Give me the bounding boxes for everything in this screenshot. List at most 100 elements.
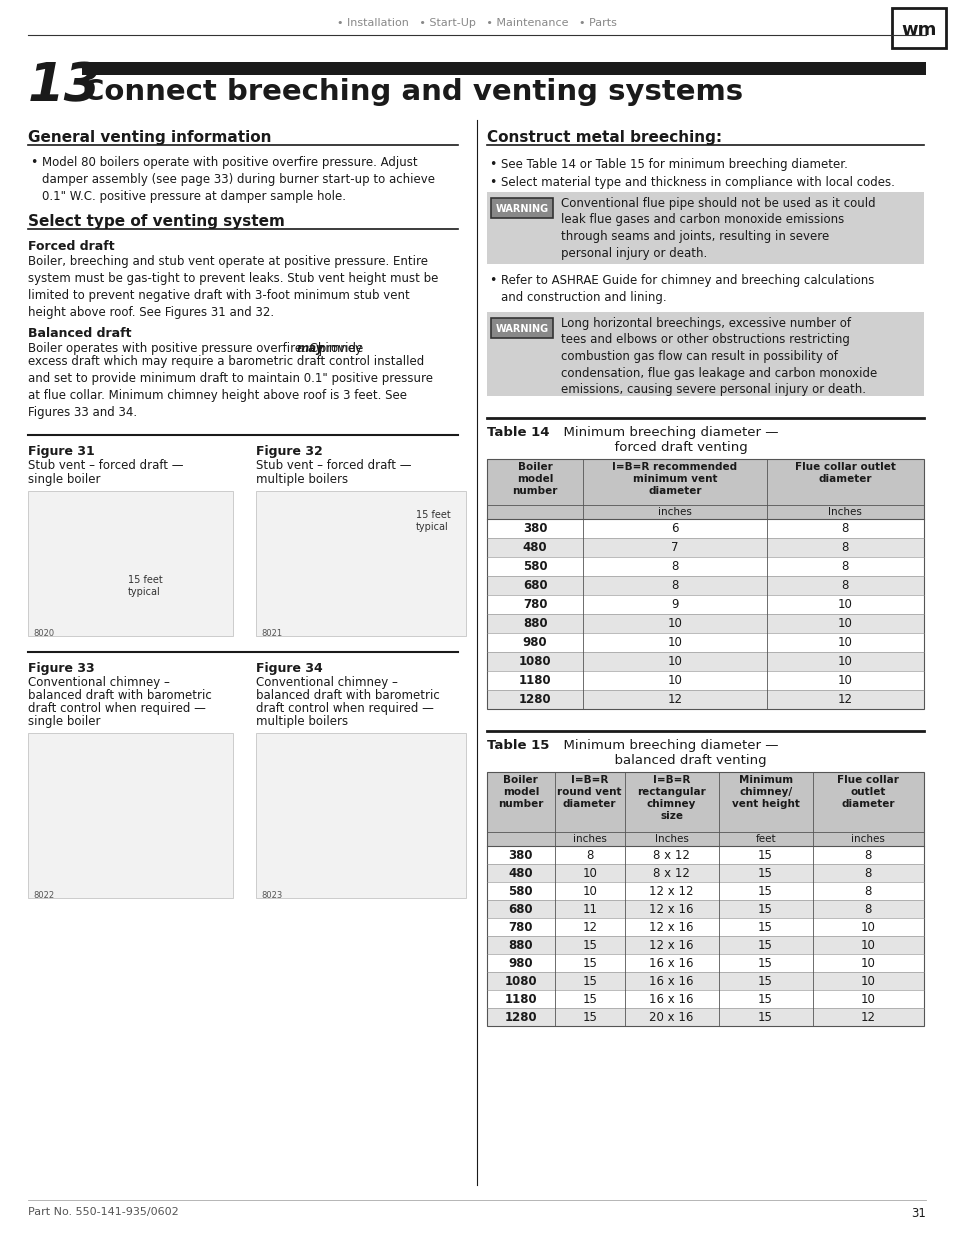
Bar	[486, 936, 923, 953]
Text: Select material type and thickness in compliance with local codes.: Select material type and thickness in co…	[500, 177, 894, 189]
Bar	[491, 198, 553, 219]
Text: •: •	[489, 274, 496, 287]
Text: 780: 780	[508, 921, 533, 934]
Text: Construct metal breeching:: Construct metal breeching:	[486, 130, 721, 144]
Text: Figure 32: Figure 32	[255, 445, 322, 458]
Text: 15: 15	[758, 939, 772, 952]
Text: Boiler operates with positive pressure overfire. Chimney: Boiler operates with positive pressure o…	[28, 342, 365, 354]
Text: 9: 9	[671, 598, 678, 611]
Text: Select type of venting system: Select type of venting system	[28, 214, 285, 228]
Text: Boiler
model
number: Boiler model number	[497, 776, 543, 809]
Bar	[486, 918, 923, 936]
Text: Flue collar outlet
diameter: Flue collar outlet diameter	[794, 462, 895, 484]
Text: Minimum
chimney/
vent height: Minimum chimney/ vent height	[731, 776, 799, 809]
Text: 8: 8	[863, 867, 871, 881]
Bar	[486, 652, 923, 671]
Text: 15: 15	[758, 921, 772, 934]
Text: Figure 31: Figure 31	[28, 445, 94, 458]
Bar	[486, 990, 923, 1008]
Text: 8: 8	[841, 541, 848, 555]
Text: 10: 10	[667, 618, 681, 630]
Text: 16 x 16: 16 x 16	[649, 957, 693, 969]
Text: 8020: 8020	[33, 629, 54, 638]
Text: 1080: 1080	[518, 655, 551, 668]
Text: excess draft which may require a barometric draft control installed
and set to p: excess draft which may require a baromet…	[28, 354, 433, 419]
Text: 10: 10	[667, 674, 681, 687]
Text: 10: 10	[860, 974, 875, 988]
Text: 10: 10	[581, 867, 597, 881]
Text: 380: 380	[522, 522, 547, 535]
Text: • Installation   • Start-Up   • Maintenance   • Parts: • Installation • Start-Up • Maintenance …	[336, 19, 617, 28]
Text: balanced draft venting: balanced draft venting	[555, 755, 766, 767]
Text: 10: 10	[667, 655, 681, 668]
Text: feet: feet	[755, 834, 775, 844]
Text: 8 x 12: 8 x 12	[653, 867, 689, 881]
Text: 880: 880	[522, 618, 547, 630]
Bar	[82, 62, 925, 75]
Bar	[255, 492, 465, 636]
Text: 380: 380	[508, 848, 533, 862]
Text: 10: 10	[860, 993, 875, 1007]
Text: 11: 11	[581, 903, 597, 916]
Bar	[486, 459, 923, 505]
Bar	[486, 191, 923, 264]
Text: Long horizontal breechings, excessive number of
tees and elbows or other obstruc: Long horizontal breechings, excessive nu…	[560, 317, 877, 396]
Bar	[486, 900, 923, 918]
Bar	[28, 492, 233, 636]
Text: 8: 8	[863, 903, 871, 916]
Text: Table 15: Table 15	[486, 739, 549, 752]
Text: 680: 680	[508, 903, 533, 916]
Bar	[486, 972, 923, 990]
Text: 12 x 12: 12 x 12	[649, 885, 693, 898]
Text: •: •	[489, 158, 496, 170]
Text: 15: 15	[758, 885, 772, 898]
Bar	[486, 772, 923, 1026]
Bar	[486, 882, 923, 900]
Text: 10: 10	[860, 957, 875, 969]
Text: 580: 580	[522, 559, 547, 573]
Text: 1280: 1280	[518, 693, 551, 706]
Bar	[486, 671, 923, 690]
Text: 8023: 8023	[261, 890, 282, 900]
Text: 10: 10	[667, 636, 681, 650]
Text: balanced draft with barometric: balanced draft with barometric	[28, 689, 212, 701]
Bar	[255, 734, 465, 898]
Text: 10: 10	[837, 598, 852, 611]
Text: 12 x 16: 12 x 16	[649, 921, 693, 934]
Bar	[486, 595, 923, 614]
Text: Flue collar
outlet
diameter: Flue collar outlet diameter	[837, 776, 899, 809]
Text: Inches: Inches	[654, 834, 688, 844]
Text: 15 feet
typical: 15 feet typical	[128, 574, 163, 598]
Text: 580: 580	[508, 885, 533, 898]
Text: 15: 15	[581, 993, 597, 1007]
Text: See Table 14 or Table 15 for minimum breeching diameter.: See Table 14 or Table 15 for minimum bre…	[500, 158, 847, 170]
Text: 12: 12	[860, 1011, 875, 1024]
Text: 12 x 16: 12 x 16	[649, 939, 693, 952]
Bar	[486, 557, 923, 576]
Text: 8: 8	[585, 848, 593, 862]
Text: WARNING: WARNING	[495, 204, 548, 214]
Text: Connect breeching and venting systems: Connect breeching and venting systems	[83, 78, 742, 106]
Text: inches: inches	[658, 508, 691, 517]
Text: 15: 15	[581, 957, 597, 969]
Text: Stub vent – forced draft —: Stub vent – forced draft —	[28, 459, 183, 472]
Text: 10: 10	[581, 885, 597, 898]
Text: 15: 15	[758, 867, 772, 881]
Text: 8: 8	[841, 579, 848, 592]
Text: 8: 8	[841, 522, 848, 535]
Text: 10: 10	[860, 921, 875, 934]
Text: 10: 10	[837, 636, 852, 650]
Text: 12 x 16: 12 x 16	[649, 903, 693, 916]
Text: may: may	[296, 342, 324, 354]
Text: multiple boilers: multiple boilers	[255, 473, 348, 487]
Bar	[891, 7, 945, 48]
Text: Forced draft: Forced draft	[28, 240, 114, 253]
Text: 31: 31	[910, 1207, 925, 1220]
Text: Model 80 boilers operate with positive overfire pressure. Adjust
damper assembly: Model 80 boilers operate with positive o…	[42, 156, 435, 203]
Text: 8021: 8021	[261, 629, 282, 638]
Bar	[486, 846, 923, 864]
Bar	[486, 312, 923, 396]
Bar	[486, 576, 923, 595]
Bar	[486, 459, 923, 709]
Text: Conventional chimney –: Conventional chimney –	[28, 676, 170, 689]
